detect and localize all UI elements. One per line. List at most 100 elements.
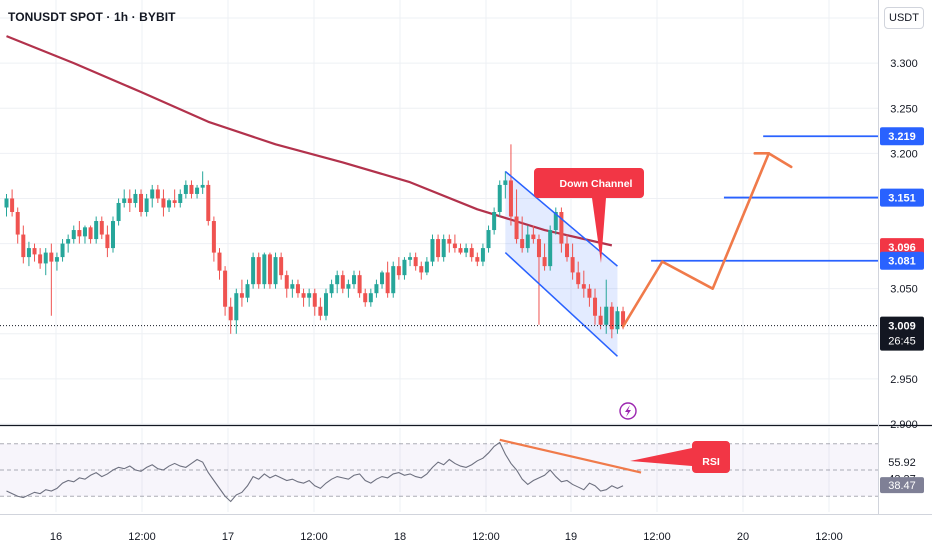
candle-body: [116, 202, 121, 222]
candle-body: [621, 311, 626, 326]
candle-body: [200, 184, 205, 188]
candle-down: [312, 288, 317, 316]
candle-down: [99, 216, 104, 240]
candle-up: [486, 225, 491, 253]
candle-body: [604, 306, 609, 325]
candle-up: [122, 189, 127, 208]
candle-body: [21, 234, 26, 258]
price-label-level: [880, 127, 924, 146]
candle-down: [295, 279, 300, 298]
candle-up: [480, 243, 485, 267]
candle-body: [239, 293, 244, 298]
time-tick-label: 20: [737, 531, 749, 543]
candle-body: [385, 272, 390, 294]
candle-down: [77, 221, 82, 244]
candle-body: [503, 180, 508, 185]
candle-up: [402, 257, 407, 280]
candle-up: [464, 243, 469, 258]
candle-body: [368, 293, 373, 303]
candle-body: [363, 293, 368, 303]
candle-body: [284, 275, 289, 289]
candle-body: [195, 187, 200, 194]
candle-body: [60, 243, 65, 258]
candle-up: [615, 306, 620, 334]
candle-body: [26, 248, 31, 258]
rsi-line: [6, 441, 624, 503]
projection-arrowhead: [767, 152, 793, 169]
rsi-annotation: [630, 441, 730, 473]
candle-up: [497, 180, 502, 217]
candle-up: [441, 234, 446, 262]
candle-body: [346, 284, 351, 289]
candle-up: [4, 193, 9, 217]
candle-down: [570, 243, 575, 280]
time-tick-label: 12:00: [300, 531, 328, 543]
candle-down: [514, 189, 519, 244]
candle-body: [178, 193, 183, 203]
candle-body: [424, 261, 429, 273]
candle-body: [447, 239, 452, 244]
candle-down: [38, 248, 43, 269]
time-tick-label: 18: [394, 531, 406, 543]
candle-down: [228, 297, 233, 334]
candle-body: [94, 221, 99, 240]
candle-body: [514, 216, 519, 240]
candle-body: [251, 257, 256, 285]
candle-body: [183, 184, 188, 194]
candle-down: [385, 261, 390, 298]
candle-up: [251, 252, 256, 289]
down-channel-annotation: [534, 168, 644, 263]
candle-body: [139, 193, 144, 212]
candle-body: [228, 306, 233, 321]
candle-body: [609, 306, 614, 330]
rsi-current-label: 38.47: [888, 480, 916, 492]
candle-body: [452, 243, 457, 249]
time-tick-label: 12:00: [472, 531, 500, 543]
candle-body: [323, 293, 328, 316]
candle-down: [559, 207, 564, 253]
candle-body: [598, 315, 603, 325]
candle-body: [536, 239, 541, 258]
candle-down: [587, 284, 592, 307]
candle-up: [323, 288, 328, 321]
candle-body: [32, 248, 37, 255]
currency-selector-button[interactable]: USDT: [884, 7, 924, 29]
price-tick-label: 3.050: [890, 284, 918, 296]
candle-body: [133, 193, 138, 203]
candle-body: [223, 270, 228, 307]
candle-down: [301, 288, 306, 307]
candle-up: [273, 252, 278, 289]
price-label-level: [880, 251, 924, 270]
candle-body: [155, 189, 160, 199]
candle-body: [273, 257, 278, 285]
candle-body: [172, 200, 177, 203]
candle-body: [396, 266, 401, 276]
candle-down: [279, 252, 284, 280]
candle-body: [43, 252, 48, 264]
down-channel-lower-line: [504, 252, 618, 357]
candle-up: [408, 252, 413, 267]
candle-up: [553, 207, 558, 235]
candle-body: [167, 200, 172, 208]
candle-body: [520, 239, 525, 249]
candle-body: [206, 184, 211, 222]
candle-up: [262, 252, 267, 289]
candle-up: [525, 225, 530, 253]
price-tick-label: 2.950: [890, 374, 918, 386]
candle-down: [363, 288, 368, 307]
candle-body: [469, 248, 474, 258]
icon-bolt: [625, 405, 631, 417]
candle-body: [581, 284, 586, 289]
candle-body: [71, 230, 76, 240]
candle-body: [290, 284, 295, 289]
candle-up: [380, 270, 385, 289]
candle-up: [335, 270, 340, 294]
time-tick-label: 12:00: [128, 531, 156, 543]
candle-body: [211, 221, 216, 253]
candle-up: [346, 279, 351, 298]
candle-up: [43, 248, 48, 276]
candle-body: [161, 198, 166, 208]
price-label-text: 3.081: [888, 256, 916, 268]
candle-body: [430, 239, 435, 262]
